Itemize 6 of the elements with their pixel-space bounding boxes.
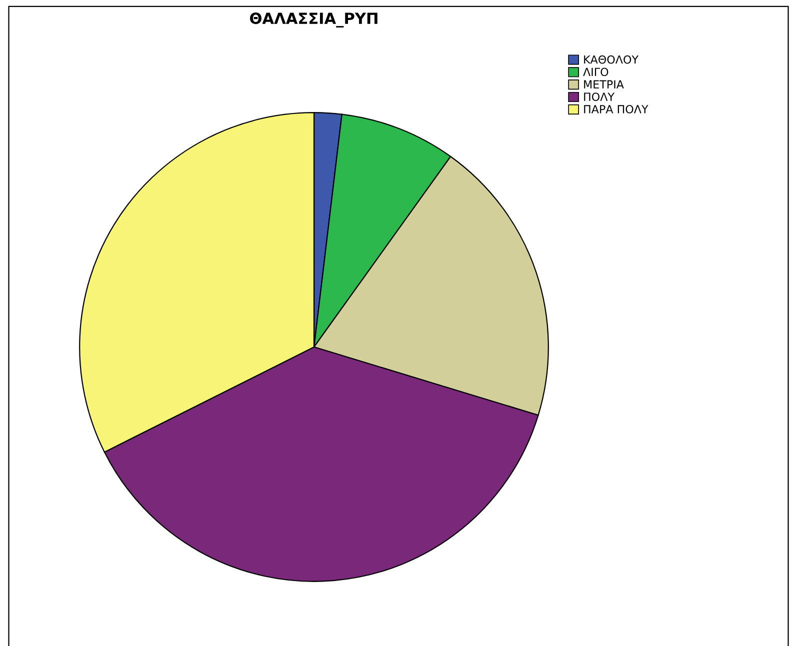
- legend-label: ΜΕΤΡΙΑ: [584, 80, 624, 88]
- legend-label: ΚΑΘΟΛΟΥ: [584, 55, 639, 64]
- legend-label: ΛΙΓΟ: [583, 68, 608, 76]
- chart-title: ΘΑΛΑΣΣΙΑ_ΡΥΠ: [250, 12, 378, 28]
- legend-label: ΠΟΛΥ: [584, 92, 615, 101]
- legend-label: ΠΑΡΑ ΠΟΛΥ: [584, 105, 648, 114]
